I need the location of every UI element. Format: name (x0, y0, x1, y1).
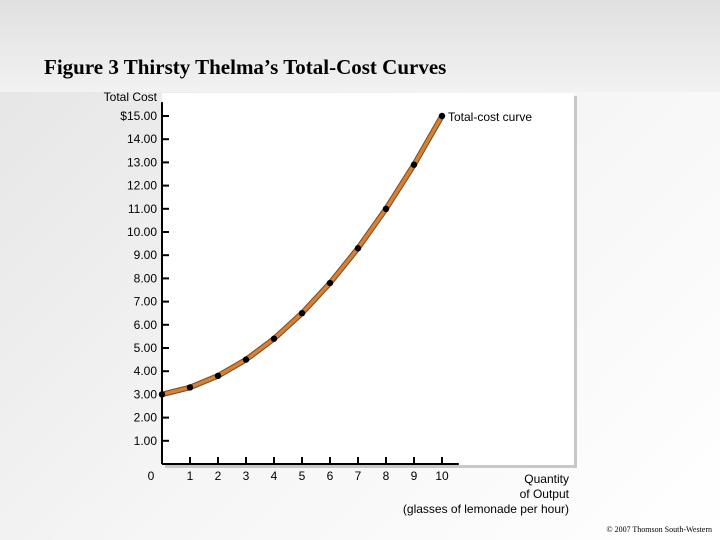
axes (161, 102, 459, 465)
y-tick-label-9: 9.00 (134, 248, 158, 262)
y-tick-label-2: 2.00 (134, 411, 158, 425)
x-tick-label-10: 10 (435, 469, 449, 483)
tick-marks (162, 115, 443, 464)
y-tick-label-7: 7.00 (134, 295, 158, 309)
y-tick-label-10: 10.00 (127, 225, 157, 239)
data-point-4 (270, 335, 278, 342)
data-point-5 (298, 310, 306, 317)
y-tick-label-8: 8.00 (134, 271, 158, 285)
y-tick-label-14: 14.00 (127, 132, 157, 146)
tick-labels: 1.00 2.00 3.00 4.00 5.00 6.00 7.00 8.00 9.00 10.0… (120, 109, 449, 483)
x-tick-label-5: 5 (299, 469, 306, 483)
data-point-2 (214, 372, 222, 380)
x-axis-title-line-3: (glasses of lemonade per hour) (403, 502, 569, 516)
data-point-10 (438, 112, 446, 120)
curve-label: Total-cost curve (448, 110, 532, 124)
y-tick-label-15: $15.00 (120, 109, 157, 123)
x-tick-label-8: 8 (383, 469, 390, 483)
cost-curve-layer (159, 113, 445, 398)
page-title: Figure 3 Thirsty Thelma’s Total-Cost Cur… (44, 55, 447, 79)
x-tick-label-1: 1 (187, 469, 194, 483)
data-point-1 (186, 384, 194, 391)
x-axis-title-line-2: of Output (520, 487, 570, 501)
data-point-0 (158, 391, 166, 398)
x-tick-label-7: 7 (355, 469, 362, 483)
data-point-7 (354, 245, 362, 252)
x-tick-label-3: 3 (243, 469, 250, 483)
data-point-6 (326, 279, 334, 287)
y-tick-label-12: 12.00 (127, 179, 157, 193)
x-tick-label-9: 9 (411, 469, 418, 483)
y-tick-label-6: 6.00 (134, 318, 158, 332)
total-cost-curve-line (160, 114, 444, 397)
x-tick-label-4: 4 (271, 469, 278, 483)
y-tick-label-11: 11.00 (128, 202, 157, 216)
header-band (0, 0, 720, 92)
data-point-8 (382, 205, 390, 212)
x-tick-label-6: 6 (327, 469, 334, 483)
x-tick-label-0: 0 (148, 469, 155, 483)
total-cost-curve-outline (159, 113, 445, 398)
y-axis-title: Total Cost (104, 90, 158, 104)
plot-panel (162, 93, 574, 465)
data-points (158, 112, 446, 398)
y-tick-label-13: 13.00 (127, 155, 157, 169)
x-axis-title-line-1: Quantity (524, 472, 569, 486)
y-tick-label-5: 5.00 (134, 341, 158, 355)
x-tick-label-2: 2 (215, 469, 222, 483)
y-tick-label-1: 1.00 (134, 434, 158, 448)
copyright-note: © 2007 Thomson South-Western (606, 525, 712, 534)
y-tick-label-3: 3.00 (134, 387, 158, 401)
data-point-3 (242, 356, 250, 363)
y-tick-label-4: 4.00 (134, 364, 158, 378)
data-point-9 (410, 161, 418, 168)
